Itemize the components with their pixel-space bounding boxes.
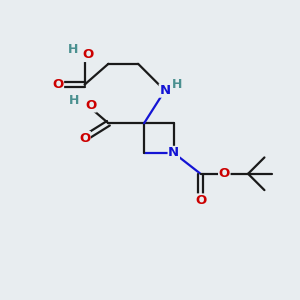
- Text: H: H: [68, 43, 79, 56]
- Text: N: N: [168, 146, 179, 160]
- Text: H: H: [172, 77, 182, 91]
- Text: H: H: [69, 94, 80, 106]
- Text: O: O: [82, 48, 94, 62]
- Text: O: O: [195, 194, 206, 207]
- Text: O: O: [52, 78, 64, 91]
- Text: O: O: [79, 132, 90, 145]
- Text: O: O: [219, 167, 230, 180]
- Text: O: O: [85, 99, 96, 112]
- Text: N: N: [159, 84, 170, 97]
